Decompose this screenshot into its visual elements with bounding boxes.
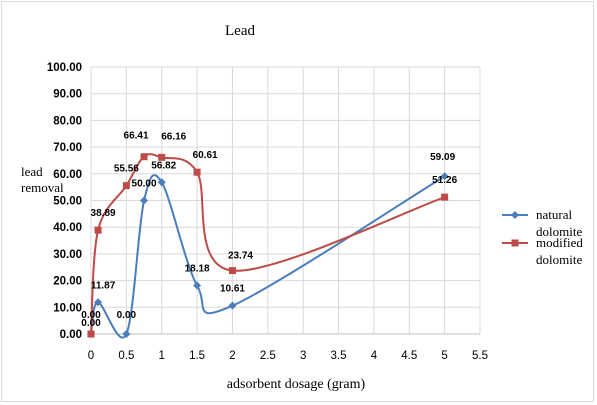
data-point-marker — [158, 153, 166, 161]
x-tick-label: 1.5 — [189, 350, 205, 362]
data-point-marker — [193, 281, 202, 290]
legend-marker — [511, 239, 519, 247]
x-tick-label: 2.5 — [260, 350, 276, 362]
data-point-marker — [441, 193, 449, 201]
y-tick-label: 100.00 — [47, 62, 82, 74]
legend-label-line: dolomite — [536, 224, 582, 239]
y-tick-label: 0.00 — [60, 329, 82, 341]
data-label: 0.00 — [81, 318, 101, 329]
data-point-marker — [157, 178, 166, 187]
data-point-marker — [140, 196, 149, 205]
axis-layer: 0.0010.0020.0030.0040.0050.0060.0070.008… — [47, 62, 488, 362]
data-point-marker — [440, 172, 449, 181]
y-tick-label: 90.00 — [53, 89, 82, 101]
x-tick-label: 3.5 — [331, 350, 347, 362]
data-label: 60.61 — [193, 150, 218, 161]
y-axis-label-line: removal — [21, 180, 64, 195]
data-label: 0.00 — [81, 310, 101, 321]
x-tick-label: 1 — [159, 350, 165, 362]
data-point-marker — [94, 298, 103, 307]
grid-layer — [90, 66, 481, 335]
data-label: 10.61 — [220, 284, 245, 295]
legend-label-line: natural — [536, 207, 572, 222]
data-point-marker — [193, 168, 201, 176]
y-tick-label: 30.00 — [53, 249, 82, 261]
data-label: 23.74 — [228, 251, 253, 262]
data-label: 38.89 — [91, 208, 116, 219]
y-tick-label: 40.00 — [53, 222, 82, 234]
legend-label: natural dolomite — [536, 207, 582, 239]
data-label: 59.09 — [430, 152, 455, 163]
chart-title: Lead — [225, 23, 255, 39]
x-tick-label: 0 — [88, 350, 94, 362]
data-label: 18.18 — [185, 263, 210, 274]
data-point-marker — [140, 153, 148, 161]
legend-label: modified dolomite — [536, 235, 583, 267]
legend-label-line: dolomite — [536, 252, 582, 267]
data-label: 50.00 — [132, 179, 157, 190]
legend-marker — [511, 211, 519, 219]
legend-label-line: modified — [536, 235, 583, 250]
x-axis-label: adsorbent dosage (gram) — [227, 377, 366, 392]
data-point-marker — [122, 182, 130, 190]
data-point-marker — [228, 301, 237, 310]
data-label: 66.41 — [124, 131, 149, 142]
x-tick-label: 2 — [229, 350, 235, 362]
data-point-marker — [228, 267, 236, 275]
series-layer — [87, 153, 449, 339]
y-tick-label: 60.00 — [53, 169, 82, 181]
y-tick-label: 20.00 — [53, 276, 82, 288]
y-tick-label: 10.00 — [53, 302, 82, 314]
data-label: 55.56 — [114, 164, 139, 175]
y-axis-label: lead removal — [21, 164, 64, 195]
x-tick-label: 0.5 — [118, 350, 134, 362]
data-label: 11.87 — [91, 280, 116, 291]
y-tick-label: 80.00 — [53, 115, 82, 127]
data-label: 56.82 — [151, 160, 176, 171]
data-point-marker — [87, 330, 95, 338]
y-tick-label: 70.00 — [53, 142, 82, 154]
data-point-marker — [94, 226, 102, 234]
data-label: 51.26 — [432, 175, 457, 186]
x-tick-label: 4 — [371, 350, 378, 362]
x-tick-label: 5.5 — [472, 350, 488, 362]
x-tick-label: 5 — [441, 350, 447, 362]
x-tick-label: 4.5 — [401, 350, 417, 362]
data-label: 66.16 — [161, 131, 186, 142]
data-point-marker — [122, 330, 131, 338]
x-tick-label: 3 — [300, 350, 306, 362]
y-tick-label: 50.00 — [53, 196, 82, 208]
y-axis-label-line: lead — [21, 164, 43, 179]
data-label: 0.00 — [117, 310, 137, 321]
data-label-layer: 0.00 11.87 0.00 50.00 56.82 18.18 10.61 59.09 0.… — [81, 131, 457, 329]
